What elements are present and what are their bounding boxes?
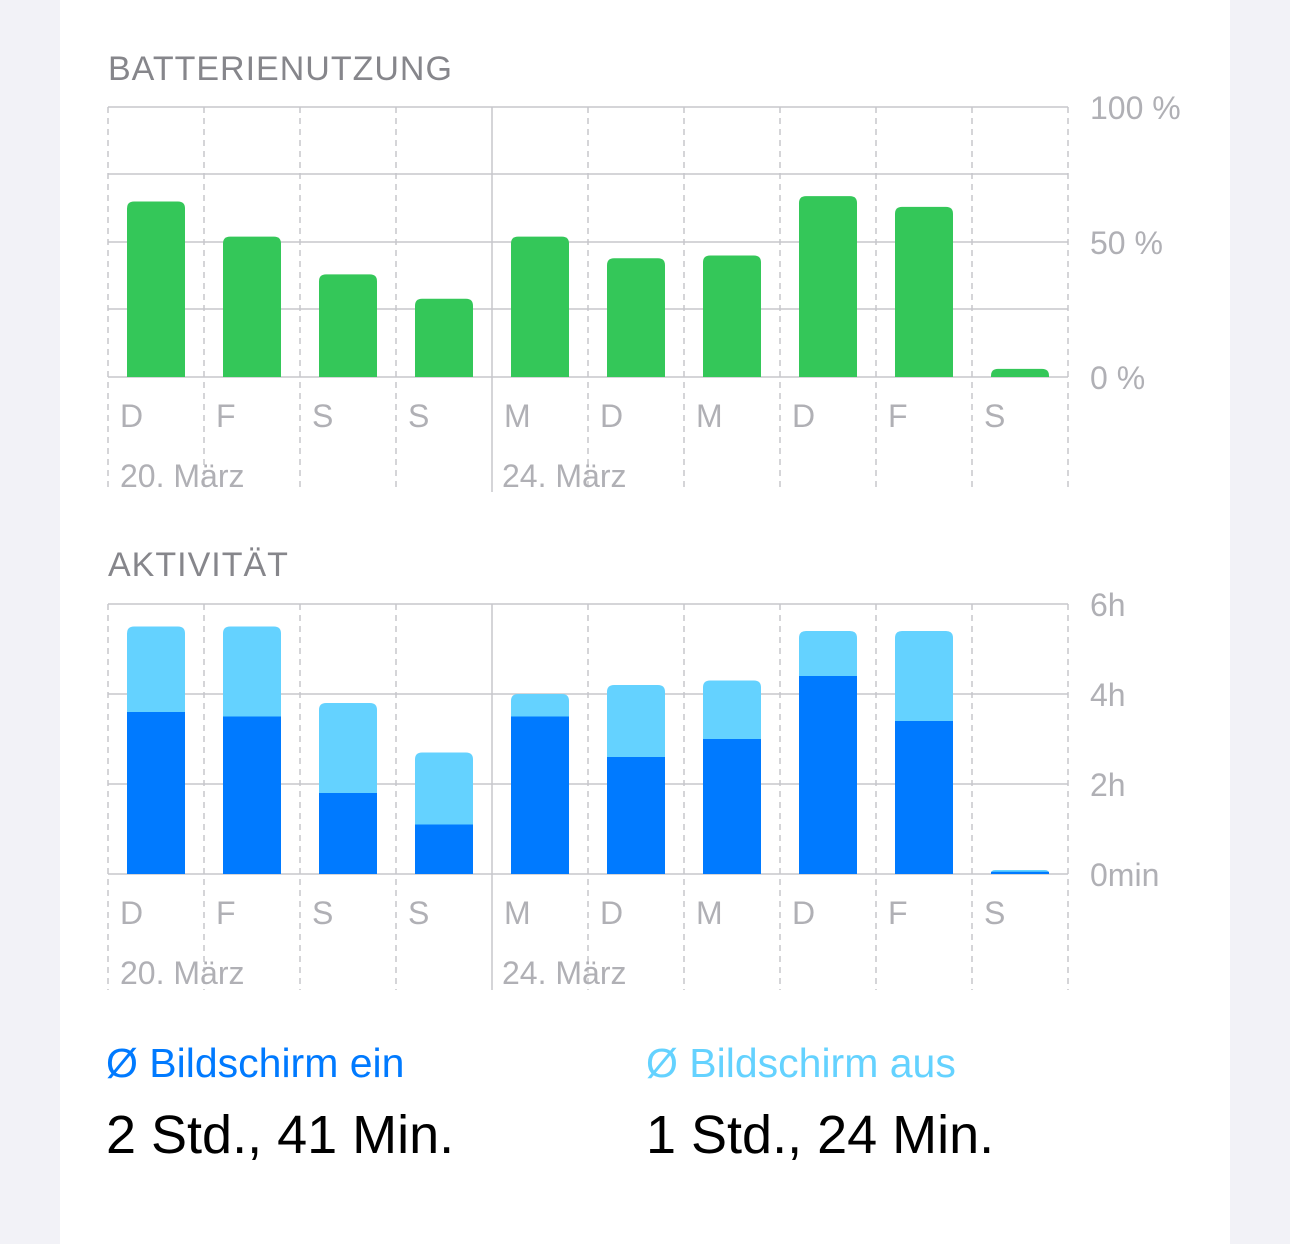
activity-bar-screen-on: [607, 757, 665, 874]
activity-bar-screen-on: [319, 793, 377, 874]
battery-day-label: F: [888, 398, 908, 434]
battery-date-label: 20. März: [120, 458, 244, 494]
activity-day-label: D: [792, 895, 815, 931]
battery-bar: [895, 206, 953, 377]
battery-day-label: D: [120, 398, 143, 434]
battery-section-title: BATTERIENUTZUNG: [108, 50, 453, 88]
battery-day-label: D: [600, 398, 623, 434]
activity-bar-screen-on: [223, 716, 281, 874]
battery-day-label: M: [696, 398, 723, 434]
activity-day-label: S: [312, 895, 333, 931]
activity-bar-screen-on: [703, 739, 761, 874]
activity-day-label: D: [600, 895, 623, 931]
activity-bar-screen-on: [415, 824, 473, 874]
activity-chart[interactable]: 6h 4h 2h 0min D F S S M D M D F S 20. März 24. März: [0, 0, 1290, 1000]
activity-day-label: S: [984, 895, 1005, 931]
activity-date-label: 24. März: [502, 955, 626, 991]
battery-bar: [703, 255, 761, 377]
battery-y-tick-label: 0 %: [1090, 360, 1145, 396]
battery-bar: [223, 236, 281, 377]
activity-day-label: S: [408, 895, 429, 931]
battery-usage-chart[interactable]: 100 % 50 % 0 % D F S S M D M D F S 20. März 24. März: [0, 0, 1290, 500]
battery-day-label: S: [312, 398, 333, 434]
screen-on-average-value: 2 Std., 41 Min.: [106, 1105, 455, 1165]
activity-bar-screen-on: [511, 716, 569, 874]
battery-bar: [127, 201, 185, 377]
activity-bar-screen-on: [799, 676, 857, 874]
activity-bar-screen-on: [127, 712, 185, 874]
activity-y-tick-label: 6h: [1090, 587, 1126, 623]
battery-bar: [991, 368, 1049, 377]
activity-day-label: F: [888, 895, 908, 931]
activity-section-title: AKTIVITÄT: [108, 546, 289, 584]
battery-day-label: M: [504, 398, 531, 434]
battery-bar: [511, 236, 569, 377]
battery-date-label: 24. März: [502, 458, 626, 494]
activity-y-tick-label: 2h: [1090, 767, 1126, 803]
activity-bar-screen-on: [895, 721, 953, 874]
battery-bar: [799, 196, 857, 377]
screen-off-average-value: 1 Std., 24 Min.: [646, 1105, 995, 1165]
battery-card: [60, 0, 1230, 1244]
screen-on-legend-label: Ø Bildschirm ein: [106, 1040, 405, 1086]
battery-bar: [415, 298, 473, 377]
activity-bar-screen-on: [991, 871, 1049, 874]
activity-y-tick-label: 0min: [1090, 857, 1159, 893]
activity-y-tick-label: 4h: [1090, 677, 1126, 713]
activity-date-label: 20. März: [120, 955, 244, 991]
activity-day-label: F: [216, 895, 236, 931]
screen-off-legend-label: Ø Bildschirm aus: [646, 1040, 956, 1086]
activity-day-label: M: [696, 895, 723, 931]
battery-bar: [607, 258, 665, 377]
battery-day-label: S: [408, 398, 429, 434]
battery-day-label: D: [792, 398, 815, 434]
activity-day-label: M: [504, 895, 531, 931]
battery-day-label: S: [984, 398, 1005, 434]
battery-bar: [319, 274, 377, 377]
battery-y-tick-label: 100 %: [1090, 90, 1181, 126]
battery-day-label: F: [216, 398, 236, 434]
activity-day-label: D: [120, 895, 143, 931]
battery-y-tick-label: 50 %: [1090, 225, 1163, 261]
